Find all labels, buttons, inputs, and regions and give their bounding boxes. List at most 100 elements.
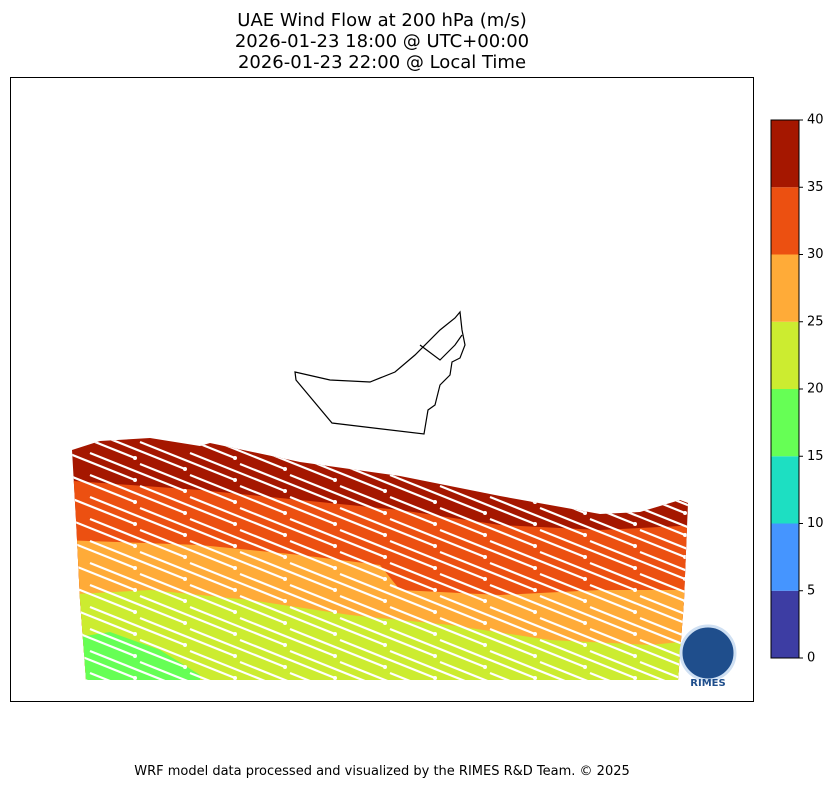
wind-arrowhead — [783, 665, 787, 669]
wind-arrowhead — [283, 533, 287, 537]
wind-streak — [639, 440, 688, 482]
wind-streak — [589, 649, 686, 680]
wind-streak — [189, 605, 286, 647]
wind-arrowhead — [433, 544, 437, 548]
wind-arrowhead — [183, 533, 187, 537]
wind-streak — [489, 517, 586, 559]
wind-arrowhead — [133, 544, 137, 548]
wind-streak — [389, 605, 486, 647]
wind-streak — [389, 438, 486, 471]
wind-arrowhead — [133, 566, 137, 570]
wind-streak — [439, 616, 536, 658]
wind-arrowhead — [383, 643, 387, 647]
emirate-border — [419, 334, 463, 361]
wind-streak — [239, 438, 336, 460]
wind-arrowhead — [683, 533, 687, 537]
wind-arrowhead — [783, 709, 787, 713]
uae-border — [294, 310, 466, 435]
wind-arrowhead — [283, 665, 287, 669]
wind-streak — [139, 594, 236, 636]
wind-arrowhead — [333, 544, 337, 548]
wind-streak — [90, 695, 185, 733]
wind-streak — [89, 495, 186, 537]
wind-streak — [239, 528, 336, 570]
wind-arrowhead — [533, 500, 537, 504]
wind-arrowhead — [483, 599, 487, 603]
wind-arrowhead — [383, 731, 387, 735]
wind-streak — [390, 695, 485, 733]
wind-streak — [589, 627, 686, 669]
wind-arrowhead — [283, 599, 287, 603]
wind-arrowhead — [633, 500, 637, 504]
wind-streak — [539, 660, 636, 680]
wind-streak — [589, 539, 686, 581]
wind-arrowhead — [483, 621, 487, 625]
wind-streak — [139, 638, 236, 680]
colorbar-segment — [771, 321, 799, 389]
wind-streak — [89, 539, 186, 581]
wind-arrowhead — [283, 643, 287, 647]
wind-arrowhead — [433, 610, 437, 614]
wind-arrowhead — [333, 654, 337, 658]
wind-arrowhead — [183, 489, 187, 493]
wind-streak — [540, 684, 635, 722]
wind-arrowhead — [583, 621, 587, 625]
logo-badge — [679, 624, 737, 682]
wind-arrowhead — [483, 731, 487, 735]
title-line: 2026-01-23 22:00 @ Local Time — [238, 52, 526, 73]
wind-arrowhead — [383, 555, 387, 559]
wind-streak — [89, 451, 186, 493]
wind-streak — [339, 616, 436, 658]
wind-streak — [289, 671, 386, 680]
wind-streak — [690, 695, 785, 733]
wind-streak — [239, 660, 336, 680]
wind-arrowhead — [733, 588, 737, 592]
wind-streak — [89, 473, 186, 515]
wind-arrowhead — [233, 720, 237, 724]
wind-streak — [539, 550, 636, 592]
wind-arrowhead — [333, 676, 337, 680]
wind-arrowhead — [633, 720, 637, 724]
wind-arrowhead — [383, 467, 387, 471]
wind-streak — [140, 684, 235, 722]
wind-streak — [289, 495, 386, 537]
wind-streak — [589, 561, 686, 603]
colorbar-segment — [771, 120, 799, 188]
wind-arrowhead — [533, 478, 537, 482]
wind-streak — [89, 438, 186, 471]
wind-arrowhead — [733, 456, 737, 460]
wind-arrowhead — [483, 709, 487, 713]
wind-arrowhead — [483, 533, 487, 537]
wind-arrowhead — [183, 687, 187, 691]
wind-arrowhead — [183, 731, 187, 735]
wind-arrowhead — [133, 588, 137, 592]
colorbar-tick-label: 0 — [807, 651, 815, 666]
wind-arrowhead — [233, 610, 237, 614]
wind-arrowhead — [433, 500, 437, 504]
wind-streak — [89, 649, 186, 680]
wind-arrowhead — [383, 709, 387, 713]
colorbar-tick-label: 35 — [807, 180, 824, 195]
wind-arrowhead — [333, 610, 337, 614]
wind-arrowhead — [733, 566, 737, 570]
wind-streak — [489, 649, 586, 680]
wind-arrowhead — [483, 555, 487, 559]
wind-streak — [589, 517, 686, 559]
wind-arrowhead — [233, 632, 237, 636]
wind-arrowhead — [783, 731, 787, 735]
wind-arrowhead — [183, 665, 187, 669]
wind-arrowhead — [483, 467, 487, 471]
wind-arrowhead — [583, 709, 587, 713]
wind-streak — [339, 506, 436, 548]
wind-arrowhead — [233, 478, 237, 482]
wind-streak — [290, 695, 385, 733]
wind-streak — [189, 583, 286, 625]
wind-arrowhead — [133, 632, 137, 636]
wind-arrowhead — [433, 588, 437, 592]
wind-arrowhead — [583, 467, 587, 471]
wind-streak — [72, 594, 136, 636]
wind-arrowhead — [283, 709, 287, 713]
colorbar-segment — [771, 456, 799, 524]
wind-streak — [389, 473, 486, 515]
